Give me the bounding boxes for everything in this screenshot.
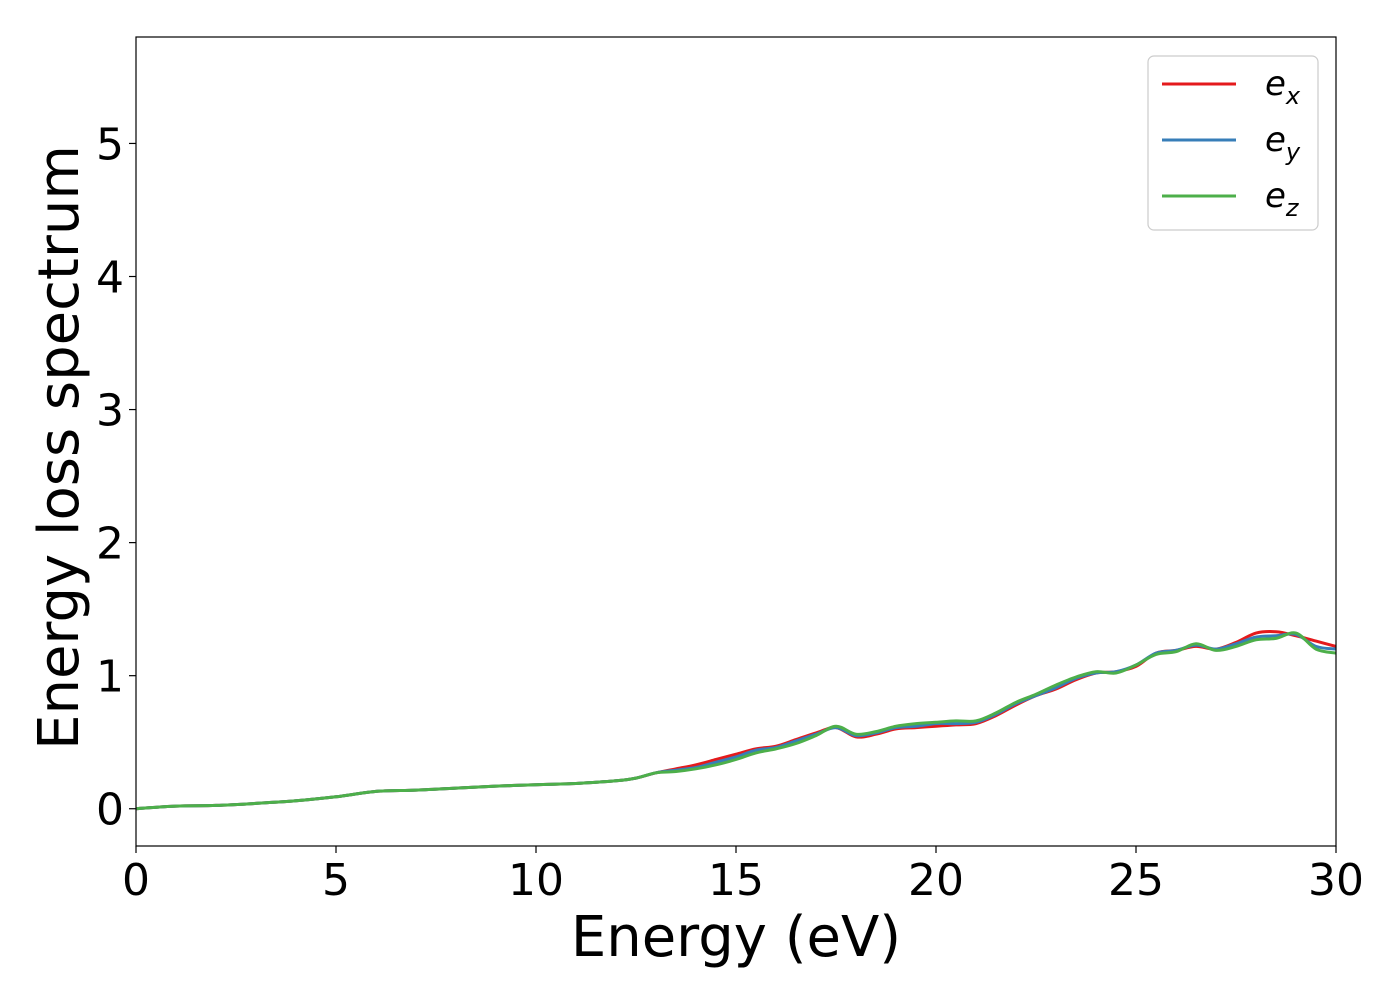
y-tick-label: 3 <box>96 386 124 437</box>
y-axis-label: Energy loss spectrum <box>27 145 92 750</box>
series-line-ey <box>136 632 1336 811</box>
series-line-ex <box>136 630 1336 811</box>
x-tick-label: 10 <box>508 855 564 906</box>
legend-label-ey: ey <box>1265 120 1301 166</box>
legend-box <box>1147 55 1319 231</box>
y-tick-label: 2 <box>96 519 124 570</box>
x-tick-label: 25 <box>1108 855 1164 906</box>
axes: 0 5 10 15 20 25 30 0 1 2 3 4 5 <box>96 36 1364 906</box>
legend-label-ex: ex <box>1265 64 1301 110</box>
series-line-ez <box>136 631 1336 811</box>
x-tick-label: 0 <box>122 855 150 906</box>
x-tick-label: 20 <box>908 855 964 906</box>
legend: ex ey ez <box>1147 55 1319 231</box>
x-tick-label: 15 <box>708 855 764 906</box>
x-axis-label: Energy (eV) <box>571 905 901 970</box>
x-tick-label: 30 <box>1308 855 1364 906</box>
y-tick-label: 4 <box>96 253 124 304</box>
y-tick-label: 5 <box>96 119 124 170</box>
y-tick-label: 0 <box>96 785 124 836</box>
plot-area <box>136 630 1336 811</box>
y-tick-label: 1 <box>96 652 124 703</box>
x-tick-label: 5 <box>322 855 350 906</box>
legend-label-ez: ez <box>1265 176 1300 222</box>
